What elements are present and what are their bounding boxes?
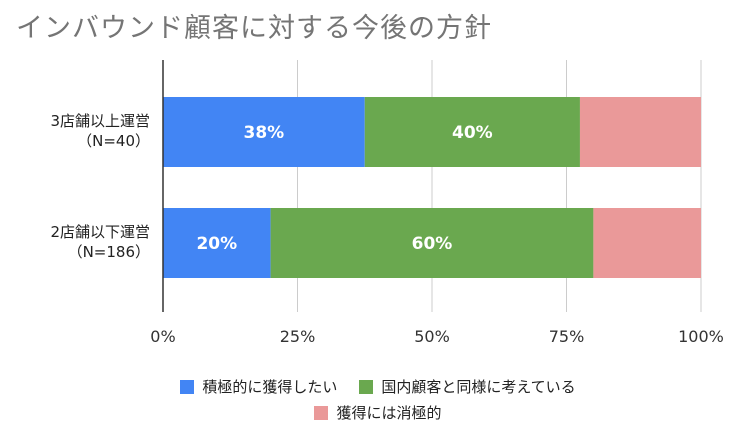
- bar-segment: [163, 97, 365, 167]
- bar-segment: [163, 208, 271, 278]
- legend-label-reluctant: 獲得には消極的: [336, 404, 442, 422]
- x-tick-label: 75%: [549, 327, 585, 346]
- y-category-label: （N=186）: [68, 243, 150, 261]
- legend-label-same-as-domestic: 国内顧客と同様に考えている: [381, 378, 576, 396]
- legend-item-same-as-domestic: 国内顧客と同様に考えている: [359, 376, 576, 397]
- legend-item-aggressive: 積極的に獲得したい: [180, 376, 337, 397]
- legend-row-2: 獲得には消極的: [0, 402, 756, 423]
- bar-segment: [579, 97, 701, 167]
- bar-data-label: 38%: [244, 123, 285, 143]
- bar-segment: [364, 97, 580, 167]
- legend-swatch-reluctant: [314, 405, 329, 420]
- legend-swatch-same-as-domestic: [359, 379, 374, 394]
- bar-data-label: 60%: [412, 234, 453, 254]
- x-tick-label: 100%: [678, 327, 724, 346]
- x-tick-label: 0%: [150, 327, 175, 346]
- legend-swatch-aggressive: [180, 379, 195, 394]
- y-category-label: 2店舗以下運営: [50, 223, 150, 241]
- x-tick-label: 50%: [414, 327, 450, 346]
- bar-data-label: 20%: [196, 234, 237, 254]
- legend-item-reluctant: 獲得には消極的: [314, 402, 442, 423]
- legend-label-aggressive: 積極的に獲得したい: [202, 378, 338, 396]
- y-category-label: 3店舗以上運営: [50, 112, 150, 130]
- y-category-label: （N=40）: [77, 132, 150, 150]
- bar-data-label: 40%: [452, 123, 493, 143]
- legend-row-1: 積極的に獲得したい 国内顧客と同様に考えている: [0, 376, 756, 397]
- bar-segment: [593, 208, 701, 278]
- x-tick-label: 25%: [280, 327, 316, 346]
- chart-title: インバウンド顧客に対する今後の方針: [16, 13, 492, 44]
- bar-segment: [270, 208, 594, 278]
